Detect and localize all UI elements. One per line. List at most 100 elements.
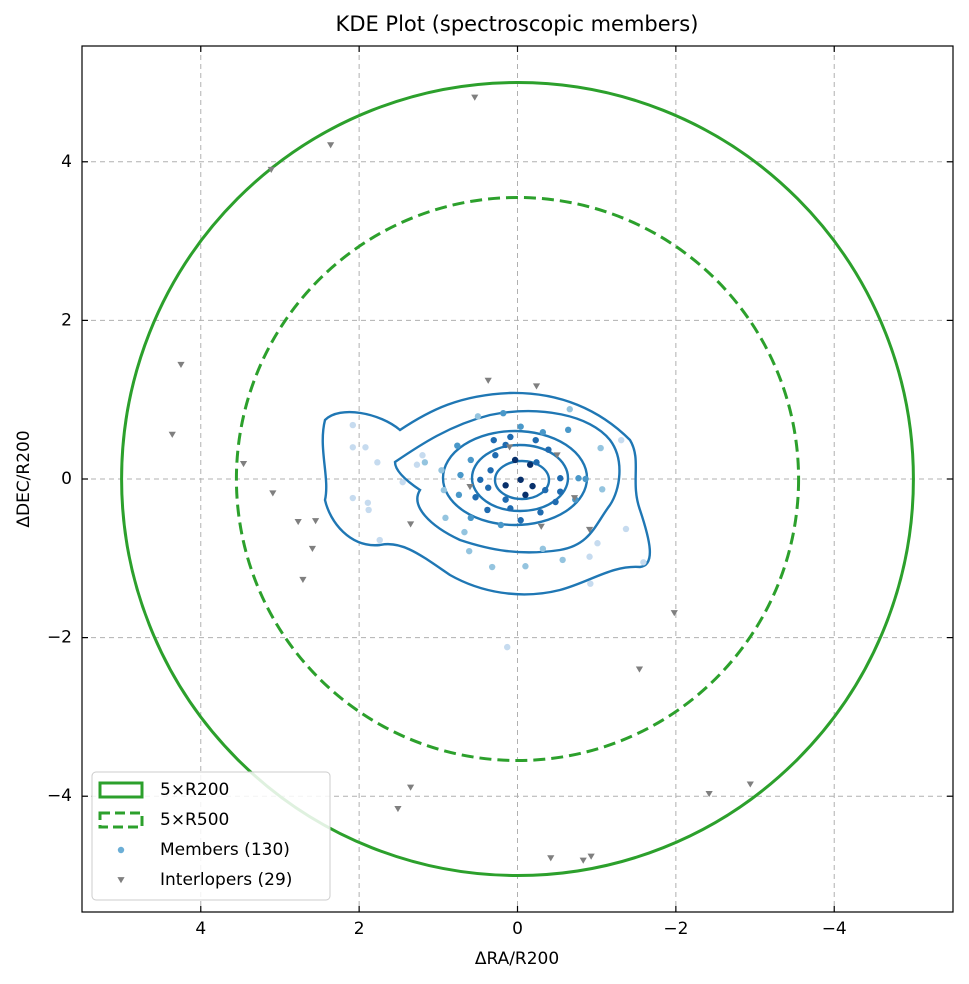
legend-swatch bbox=[98, 781, 144, 799]
x-tick-label: −4 bbox=[822, 919, 847, 939]
member-point bbox=[522, 563, 529, 570]
member-point bbox=[461, 528, 468, 536]
member-point bbox=[502, 496, 509, 503]
interloper-point bbox=[407, 521, 415, 528]
member-point bbox=[640, 559, 647, 566]
member-point bbox=[532, 436, 539, 444]
interloper-point bbox=[532, 383, 541, 390]
legend-label: Interlopers (29) bbox=[160, 870, 292, 890]
member-point bbox=[487, 467, 494, 474]
member-point bbox=[622, 525, 630, 533]
member-point bbox=[364, 499, 372, 506]
contour bbox=[493, 459, 551, 501]
member-point bbox=[438, 467, 445, 474]
member-point bbox=[465, 547, 473, 555]
member-point bbox=[517, 423, 524, 430]
chart-title: KDE Plot (spectroscopic members) bbox=[336, 12, 699, 36]
y-tick-label: 0 bbox=[61, 469, 72, 489]
legend-label: 5×R200 bbox=[160, 780, 229, 800]
grid bbox=[82, 46, 953, 912]
member-point bbox=[552, 498, 559, 506]
member-point bbox=[594, 540, 601, 547]
member-point bbox=[582, 475, 589, 483]
member-point bbox=[500, 409, 507, 417]
member-point bbox=[504, 643, 511, 651]
interloper-point bbox=[553, 452, 561, 459]
legend-label: Members (130) bbox=[160, 840, 290, 860]
member-point bbox=[566, 406, 573, 413]
y-tick-label: −2 bbox=[47, 628, 72, 648]
x-tick-label: 0 bbox=[512, 919, 523, 939]
x-tick-label: −2 bbox=[663, 919, 688, 939]
member-point bbox=[362, 444, 369, 451]
interloper-point bbox=[471, 94, 479, 101]
member-point bbox=[349, 421, 357, 429]
interloper-point bbox=[670, 610, 678, 617]
member-point bbox=[467, 456, 474, 464]
member-point bbox=[522, 491, 529, 499]
interloper-point bbox=[299, 576, 307, 583]
member-point bbox=[472, 494, 479, 501]
interloper-point bbox=[311, 518, 320, 525]
interloper-point bbox=[308, 545, 317, 553]
member-point bbox=[454, 442, 461, 449]
member-point bbox=[517, 517, 524, 524]
member-point bbox=[455, 491, 463, 499]
legend: 5×R200 5×R500 Members (130) Interlopers (29… bbox=[91, 771, 331, 901]
interloper-point bbox=[267, 166, 275, 173]
interloper-point bbox=[570, 495, 579, 502]
interloper-point bbox=[294, 518, 302, 526]
y-tick-label: 4 bbox=[61, 152, 72, 172]
interloper-point bbox=[579, 857, 587, 864]
member-point bbox=[526, 461, 534, 468]
member-point bbox=[474, 413, 482, 420]
member-point bbox=[597, 444, 604, 452]
y-tick-label: −4 bbox=[47, 786, 72, 806]
interloper-point bbox=[269, 490, 277, 497]
legend-label: 5×R500 bbox=[160, 810, 229, 830]
member-point bbox=[502, 482, 509, 489]
contour bbox=[321, 391, 652, 596]
interloper-point bbox=[547, 855, 555, 862]
legend-marker bbox=[117, 846, 125, 854]
member-point bbox=[485, 484, 492, 491]
member-point bbox=[497, 521, 505, 529]
member-point bbox=[533, 459, 540, 466]
x-axis-label: ΔRA/R200 bbox=[475, 949, 559, 969]
member-point bbox=[349, 494, 357, 502]
member-point bbox=[457, 471, 464, 479]
member-point bbox=[511, 456, 519, 464]
y-tick-label: 2 bbox=[61, 310, 72, 330]
member-point bbox=[374, 459, 381, 466]
interloper-point bbox=[587, 853, 595, 860]
interloper-point bbox=[484, 377, 492, 384]
member-point bbox=[586, 553, 593, 560]
member-point bbox=[587, 580, 594, 587]
interloper-point bbox=[177, 361, 185, 369]
member-point bbox=[557, 488, 564, 495]
member-point bbox=[542, 486, 549, 494]
interloper-point bbox=[466, 484, 474, 491]
interloper-point bbox=[746, 781, 754, 788]
interloper-point bbox=[407, 784, 415, 791]
interloper-point bbox=[585, 526, 594, 533]
legend-marker bbox=[117, 877, 125, 884]
legend-box bbox=[91, 771, 331, 901]
member-point bbox=[442, 514, 449, 522]
member-point bbox=[492, 452, 499, 459]
member-point bbox=[484, 506, 491, 514]
member-point bbox=[545, 446, 552, 453]
radius-circle bbox=[234, 195, 801, 763]
member-point bbox=[557, 475, 564, 482]
interloper-point bbox=[327, 142, 335, 149]
member-point bbox=[440, 486, 448, 494]
member-point bbox=[477, 476, 484, 483]
legend-swatch bbox=[98, 811, 144, 829]
member-point bbox=[599, 486, 606, 493]
member-point bbox=[413, 461, 421, 468]
member-point bbox=[365, 506, 372, 514]
interloper-point bbox=[394, 806, 402, 813]
member-point bbox=[539, 545, 547, 552]
member-point bbox=[376, 536, 383, 544]
